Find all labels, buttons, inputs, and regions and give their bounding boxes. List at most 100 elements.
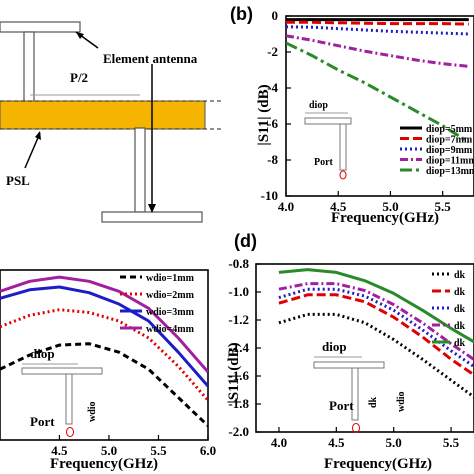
element-antenna-label: Element antenna <box>103 51 198 66</box>
series-line-1 <box>278 312 474 399</box>
x-tick-label: 5.0 <box>386 435 402 450</box>
series-lines <box>0 275 208 427</box>
psl-strip <box>0 100 206 130</box>
inset-wdio-label: wdio <box>87 401 98 422</box>
panel-b-inset: diop Port <box>304 100 352 180</box>
series-line-1 <box>0 342 208 427</box>
legend-label: diop=13mm <box>426 166 474 177</box>
chart-c-plot: 4.5 5.0 5.5 6.0 Frequency(GHz) wdio=1mm wdio=2… <box>0 269 216 472</box>
legend-label: diop=5mm <box>426 124 473 135</box>
panel-c-inset: diop Port wdio <box>21 346 103 437</box>
y-tick-label: -6 <box>267 116 278 131</box>
chart-d-plot: -0.8 -1.0 -1.2 -1.4 -1.6 -1.8 -2.0 4.0 4.5 5.0 5.5… <box>228 256 474 472</box>
x-tick-label: 4.5 <box>51 443 68 458</box>
psl-label: PSL <box>6 173 30 188</box>
y-tick-label: -2 <box>267 44 278 59</box>
y-tick-label: 0 <box>272 8 279 23</box>
panel-d-ylabel: |S11| (dB) <box>226 342 242 403</box>
element-antenna-arrowhead-1 <box>76 32 84 39</box>
x-axis-title: Frequency(GHz) <box>50 456 158 472</box>
panel-d-inset: diop Port dk wdio <box>313 339 407 433</box>
panel-d: (d) |S11| (dB) -0.8-1.0-1.2-1.4-1.6-1.8-… <box>226 231 474 472</box>
plot-frame <box>0 269 209 441</box>
inset-feed <box>351 367 359 421</box>
x-tick-label: 5.5 <box>443 435 460 450</box>
port-icon <box>352 423 360 433</box>
x-axis-title: Frequency(GHz) <box>331 210 439 226</box>
panel-b-ylabel: |S11| (dB) <box>256 84 272 145</box>
y-tick-label: -4 <box>267 80 278 95</box>
panel-d-label: (d) <box>234 231 257 251</box>
inset-arm <box>313 361 385 369</box>
inset-wdio-label: wdio <box>396 391 407 412</box>
x-tick-label: 5.0 <box>101 443 117 458</box>
bottom-element-feed <box>134 127 146 213</box>
top-element-feed <box>23 31 35 103</box>
port-icon <box>66 427 74 437</box>
legend-label: wdio=1mm <box>146 273 195 284</box>
legend-label: dk <box>454 338 466 349</box>
panel-a-schematic: Element antenna P/2 PSL <box>0 21 222 223</box>
legend-label: diop=11mm <box>426 156 474 167</box>
y-tick-label: -8 <box>267 152 278 167</box>
inset-port-label: Port <box>314 157 334 168</box>
inset-port-label: Port <box>329 398 354 413</box>
inset-diop-label: diop <box>309 100 328 111</box>
legend-label: dk <box>454 321 466 332</box>
x-tick-label: 4.0 <box>278 199 294 214</box>
series-line-4 <box>278 282 474 362</box>
y-tick-label: -10 <box>261 188 278 203</box>
legend-label: diop=9mm <box>426 145 473 156</box>
legend-label: dk <box>454 304 466 315</box>
series-line-5 <box>278 268 474 344</box>
y-tick-label: -1.0 <box>228 284 249 299</box>
inset-port-label: Port <box>30 414 55 429</box>
panel-c: 4.5 5.0 5.5 6.0 Frequency(GHz) wdio=1mm wdio=2… <box>0 269 216 472</box>
half-period-label: P/2 <box>70 70 88 85</box>
x-tick-label: 5.0 <box>382 199 398 214</box>
legend: dk dk dk dk dk <box>432 270 466 349</box>
legend: diop=5mmdiop=7mmdiop=9mmdiop=11mmdiop=13… <box>400 124 474 177</box>
series-line-4 <box>286 34 469 68</box>
series-line-5 <box>286 41 470 144</box>
x-tick-label: 4.5 <box>328 435 345 450</box>
legend-label: wdio=2mm <box>146 290 195 301</box>
inset-diop-label: diop <box>322 339 347 354</box>
element-antenna-arrowhead-2 <box>148 204 156 213</box>
y-tick-label: -1.8 <box>228 396 249 411</box>
top-element-antenna <box>0 21 81 33</box>
series-line-2 <box>0 308 208 402</box>
y-tick-label: -1.4 <box>228 340 249 355</box>
y-tick-label: -0.8 <box>228 256 249 271</box>
panel-b-label: (b) <box>230 4 253 24</box>
x-tick-label: 4.0 <box>271 435 287 450</box>
series-line-2 <box>286 20 469 26</box>
port-icon <box>339 170 347 180</box>
inset-arm <box>304 117 352 125</box>
series-lines <box>286 18 470 144</box>
x-tick-label: 6.0 <box>200 443 216 458</box>
series-line-2 <box>278 293 474 377</box>
inset-feed <box>339 123 347 171</box>
x-tick-label: 5.5 <box>150 443 167 458</box>
x-axis-title: Frequency(GHz) <box>324 456 432 472</box>
legend-label: dk <box>454 287 466 298</box>
y-tick-label: -2.0 <box>228 424 249 439</box>
series-lines <box>278 268 474 399</box>
series-line-3 <box>0 285 208 388</box>
panel-b: (b) |S11| (dB) 0 -2 -4 -6 -8 -104.0 4.5 5.0 5.5F… <box>230 4 474 226</box>
x-tick-label: 5.5 <box>435 199 452 214</box>
psl-arrow <box>24 132 41 169</box>
series-line-4 <box>0 275 208 373</box>
legend-label: wdio=3mm <box>146 307 195 318</box>
psl-arrowhead <box>35 131 41 140</box>
series-line-3 <box>286 25 469 36</box>
y-tick-label: -1.6 <box>228 368 249 383</box>
inset-arm <box>21 367 103 375</box>
legend-label: wdio=4mm <box>146 324 195 335</box>
inset-diop-label: diop <box>30 346 55 361</box>
inset-dk-label: dk <box>368 396 379 408</box>
x-tick-label: 4.5 <box>330 199 347 214</box>
